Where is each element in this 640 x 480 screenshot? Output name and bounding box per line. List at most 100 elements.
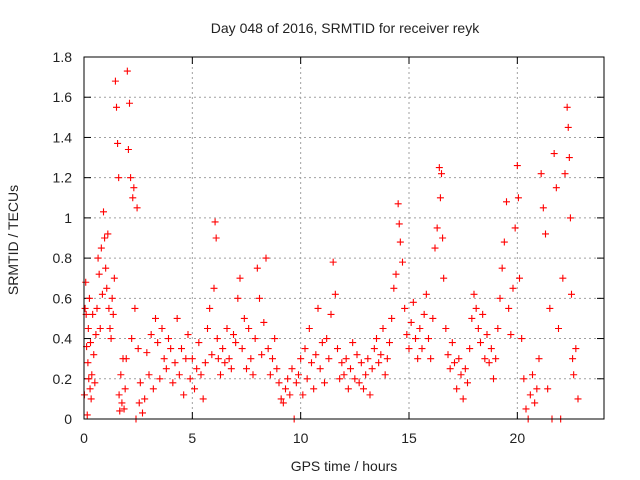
x-tick-label: 20 <box>510 430 526 446</box>
data-point <box>266 371 274 379</box>
data-point <box>129 194 137 202</box>
data-point <box>175 371 183 379</box>
data-point <box>145 371 153 379</box>
data-point <box>401 304 409 312</box>
data-point <box>481 355 489 363</box>
data-point <box>503 198 510 206</box>
data-point <box>518 335 526 343</box>
data-point <box>572 345 580 353</box>
plot-frame <box>83 56 605 420</box>
data-point <box>197 371 205 379</box>
data-point <box>199 395 207 403</box>
data-point <box>386 339 393 347</box>
data-point <box>498 264 506 272</box>
data-point <box>219 345 227 353</box>
data-point <box>353 351 361 359</box>
x-tick-label: 5 <box>188 430 196 446</box>
data-point <box>178 345 185 353</box>
data-point <box>323 335 331 343</box>
data-point <box>295 371 302 379</box>
data-point <box>420 310 428 318</box>
data-point <box>360 385 367 393</box>
data-point <box>124 146 132 154</box>
data-point <box>87 339 94 347</box>
data-point <box>223 325 231 332</box>
data-point <box>563 103 571 111</box>
data-point <box>496 294 504 302</box>
data-point <box>379 325 387 332</box>
data-point <box>494 325 502 332</box>
data-point <box>490 375 497 383</box>
data-point <box>141 395 149 403</box>
data-point <box>247 355 255 363</box>
data-point <box>377 351 385 359</box>
data-points <box>80 67 582 423</box>
data-point <box>446 365 454 373</box>
data-point <box>559 274 567 282</box>
data-point <box>107 335 115 343</box>
data-point <box>101 234 109 242</box>
data-point <box>514 194 522 202</box>
data-point <box>256 294 263 302</box>
data-point <box>116 407 124 415</box>
data-point <box>334 345 341 353</box>
y-tick-label: 0 <box>64 411 72 427</box>
data-point <box>82 278 90 286</box>
data-point <box>513 162 521 170</box>
data-point <box>362 371 370 379</box>
y-tick-label: 1.6 <box>53 89 73 105</box>
data-point <box>436 194 444 202</box>
data-point <box>86 385 94 393</box>
data-point <box>282 385 289 393</box>
data-point <box>95 270 103 278</box>
data-point <box>312 351 320 359</box>
data-point <box>566 214 574 222</box>
x-tick-label: 0 <box>80 430 88 446</box>
data-point <box>92 331 100 339</box>
data-point <box>195 339 203 347</box>
data-point <box>81 304 89 312</box>
data-point <box>542 230 549 238</box>
data-point <box>433 224 441 232</box>
data-point <box>113 103 120 111</box>
data-point <box>232 339 240 347</box>
data-point <box>349 339 357 347</box>
data-point <box>160 355 168 363</box>
data-point <box>213 335 221 343</box>
data-point <box>94 254 102 262</box>
y-axis-label: SRMTID / TECUs <box>5 185 21 295</box>
data-point <box>109 310 117 318</box>
data-point <box>466 345 474 353</box>
data-point <box>439 234 447 242</box>
data-point <box>111 77 119 85</box>
data-point <box>243 365 250 373</box>
data-point <box>90 351 98 359</box>
data-point <box>253 264 261 272</box>
data-point <box>457 371 465 379</box>
data-point <box>535 355 543 363</box>
y-tick-label: 0.2 <box>53 371 73 387</box>
data-point <box>277 395 285 403</box>
data-point <box>212 234 220 242</box>
data-point <box>120 405 128 413</box>
data-point <box>201 359 209 367</box>
data-point <box>483 331 491 339</box>
data-point <box>331 290 339 298</box>
data-point <box>238 345 246 353</box>
data-point <box>173 314 181 322</box>
data-point <box>464 379 471 387</box>
data-point <box>130 184 138 192</box>
data-point <box>355 379 363 387</box>
data-point <box>370 345 378 353</box>
data-point <box>301 345 309 353</box>
data-point <box>299 391 307 399</box>
data-point <box>544 385 552 393</box>
data-point <box>245 325 253 332</box>
data-point <box>321 379 328 387</box>
data-point <box>412 335 419 343</box>
data-point <box>308 359 315 367</box>
data-point <box>316 365 324 373</box>
data-point <box>135 399 143 407</box>
data-point <box>149 385 157 393</box>
data-point <box>88 371 96 379</box>
